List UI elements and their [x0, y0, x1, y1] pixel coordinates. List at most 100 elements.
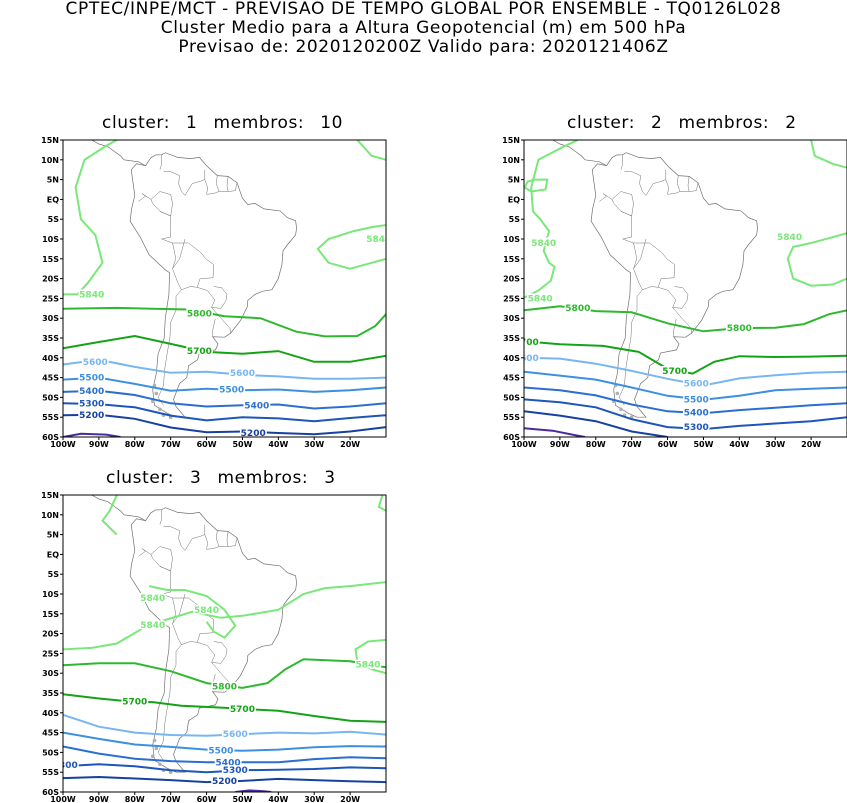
island-mark	[150, 399, 155, 404]
lat-tick-label: 45S	[42, 374, 59, 383]
country-border	[658, 286, 689, 309]
coastline	[590, 152, 758, 418]
country-border	[159, 154, 162, 170]
contour-5840	[101, 495, 118, 536]
island-mark	[154, 746, 159, 751]
country-border	[676, 175, 681, 192]
lat-tick-label: 15N	[502, 136, 520, 145]
contour-label: 5200	[79, 411, 104, 421]
lat-tick-label: 60S	[42, 433, 59, 442]
contour-5300	[63, 763, 386, 774]
contour-5840	[316, 224, 386, 270]
country-border	[204, 534, 238, 550]
contour-label: 5840	[194, 606, 219, 616]
island-mark	[158, 762, 162, 767]
contour-label: 5800	[187, 309, 212, 319]
country-border	[172, 597, 214, 646]
contour-5200	[63, 413, 386, 436]
island-mark	[152, 738, 157, 743]
lon-tick-label: 100W	[50, 795, 76, 803]
coastline-fragment	[91, 140, 146, 167]
lon-tick-label: 40W	[268, 795, 288, 803]
lon-tick-label: 60W	[197, 440, 217, 449]
contour-5300	[524, 398, 847, 431]
lat-tick-label: 10S	[503, 235, 520, 244]
lon-tick-label: 80W	[125, 440, 145, 449]
lat-tick-label: 10N	[502, 156, 520, 165]
contour-5840	[524, 178, 549, 193]
country-border	[172, 242, 214, 291]
coastline-fragment	[91, 495, 146, 522]
lon-tick-label: 20W	[801, 440, 821, 449]
lat-tick-label: 25S	[42, 649, 59, 658]
lat-tick-label: 30S	[42, 669, 59, 678]
map-frame	[62, 494, 387, 793]
contour-5700	[63, 693, 386, 723]
contour-5600	[63, 713, 386, 737]
country-border	[159, 211, 176, 269]
contour-label: 5600	[223, 730, 248, 740]
lon-tick-label: 50W	[232, 795, 252, 803]
contour-label: 5700	[230, 705, 255, 715]
contour-5840	[148, 585, 237, 639]
island-mark	[615, 391, 620, 396]
contour-label: 5400	[684, 408, 709, 418]
contour-5400	[63, 745, 386, 764]
coastline-fragment	[552, 140, 607, 167]
country-border	[150, 191, 173, 217]
lat-tick-label: 25S	[503, 294, 520, 303]
lat-tick-label: 5N	[47, 176, 59, 185]
lat-tick-label: 35S	[503, 334, 520, 343]
lat-tick-label: 30S	[503, 314, 520, 323]
country-border	[211, 307, 231, 334]
map-frame	[523, 139, 847, 438]
figure-title-line-1: CPTEC/INPE/MCT - PREVISAO DE TEMPO GLOBA…	[65, 0, 782, 19]
lat-tick-label: 55S	[503, 413, 520, 422]
lon-tick-label: 80W	[125, 795, 145, 803]
figure-title-line-2: Cluster Medio para a Altura Geopotencial…	[160, 18, 687, 38]
contour-label: 5300	[684, 423, 709, 433]
country-border	[633, 238, 647, 269]
contour-label: 5800	[565, 304, 590, 314]
lon-tick-label: 40W	[268, 440, 288, 449]
contour-label: 5200	[212, 777, 237, 787]
lat-tick-label: 40S	[503, 354, 520, 363]
contour-label: 5300	[79, 400, 104, 410]
contour-5840	[356, 140, 386, 161]
country-border	[599, 193, 607, 202]
lon-tick-label: 20W	[340, 795, 360, 803]
country-border	[163, 169, 206, 196]
lat-tick-label: 10S	[42, 590, 59, 599]
country-border	[138, 193, 146, 202]
country-border	[212, 673, 216, 692]
lat-tick-label: 5S	[48, 215, 60, 224]
panel-3-title: cluster: 3 membros: 3	[106, 468, 336, 488]
country-border	[620, 154, 623, 170]
contour-label: 5840	[79, 290, 104, 300]
country-border	[141, 193, 171, 217]
lat-tick-label: 15S	[42, 610, 59, 619]
country-border	[665, 179, 699, 195]
lat-tick-label: 5S	[509, 215, 521, 224]
lat-tick-label: EQ	[47, 195, 59, 204]
lon-tick-label: 70W	[161, 440, 181, 449]
contour-5400	[524, 386, 847, 415]
island-mark	[619, 407, 623, 412]
lon-tick-label: 90W	[89, 795, 109, 803]
lon-tick-label: 100W	[511, 440, 537, 449]
lat-tick-label: 45S	[42, 729, 59, 738]
country-border	[204, 179, 238, 195]
contour-5600	[63, 358, 386, 380]
lon-tick-label: 80W	[586, 440, 606, 449]
lat-tick-label: 20S	[503, 275, 520, 284]
lat-tick-label: 15N	[41, 491, 59, 500]
lat-tick-label: 10N	[41, 511, 59, 520]
contour-label: 5400	[216, 758, 241, 768]
lon-tick-label: 100W	[50, 440, 76, 449]
lon-tick-label: 90W	[550, 440, 570, 449]
lat-tick-label: 20S	[42, 630, 59, 639]
